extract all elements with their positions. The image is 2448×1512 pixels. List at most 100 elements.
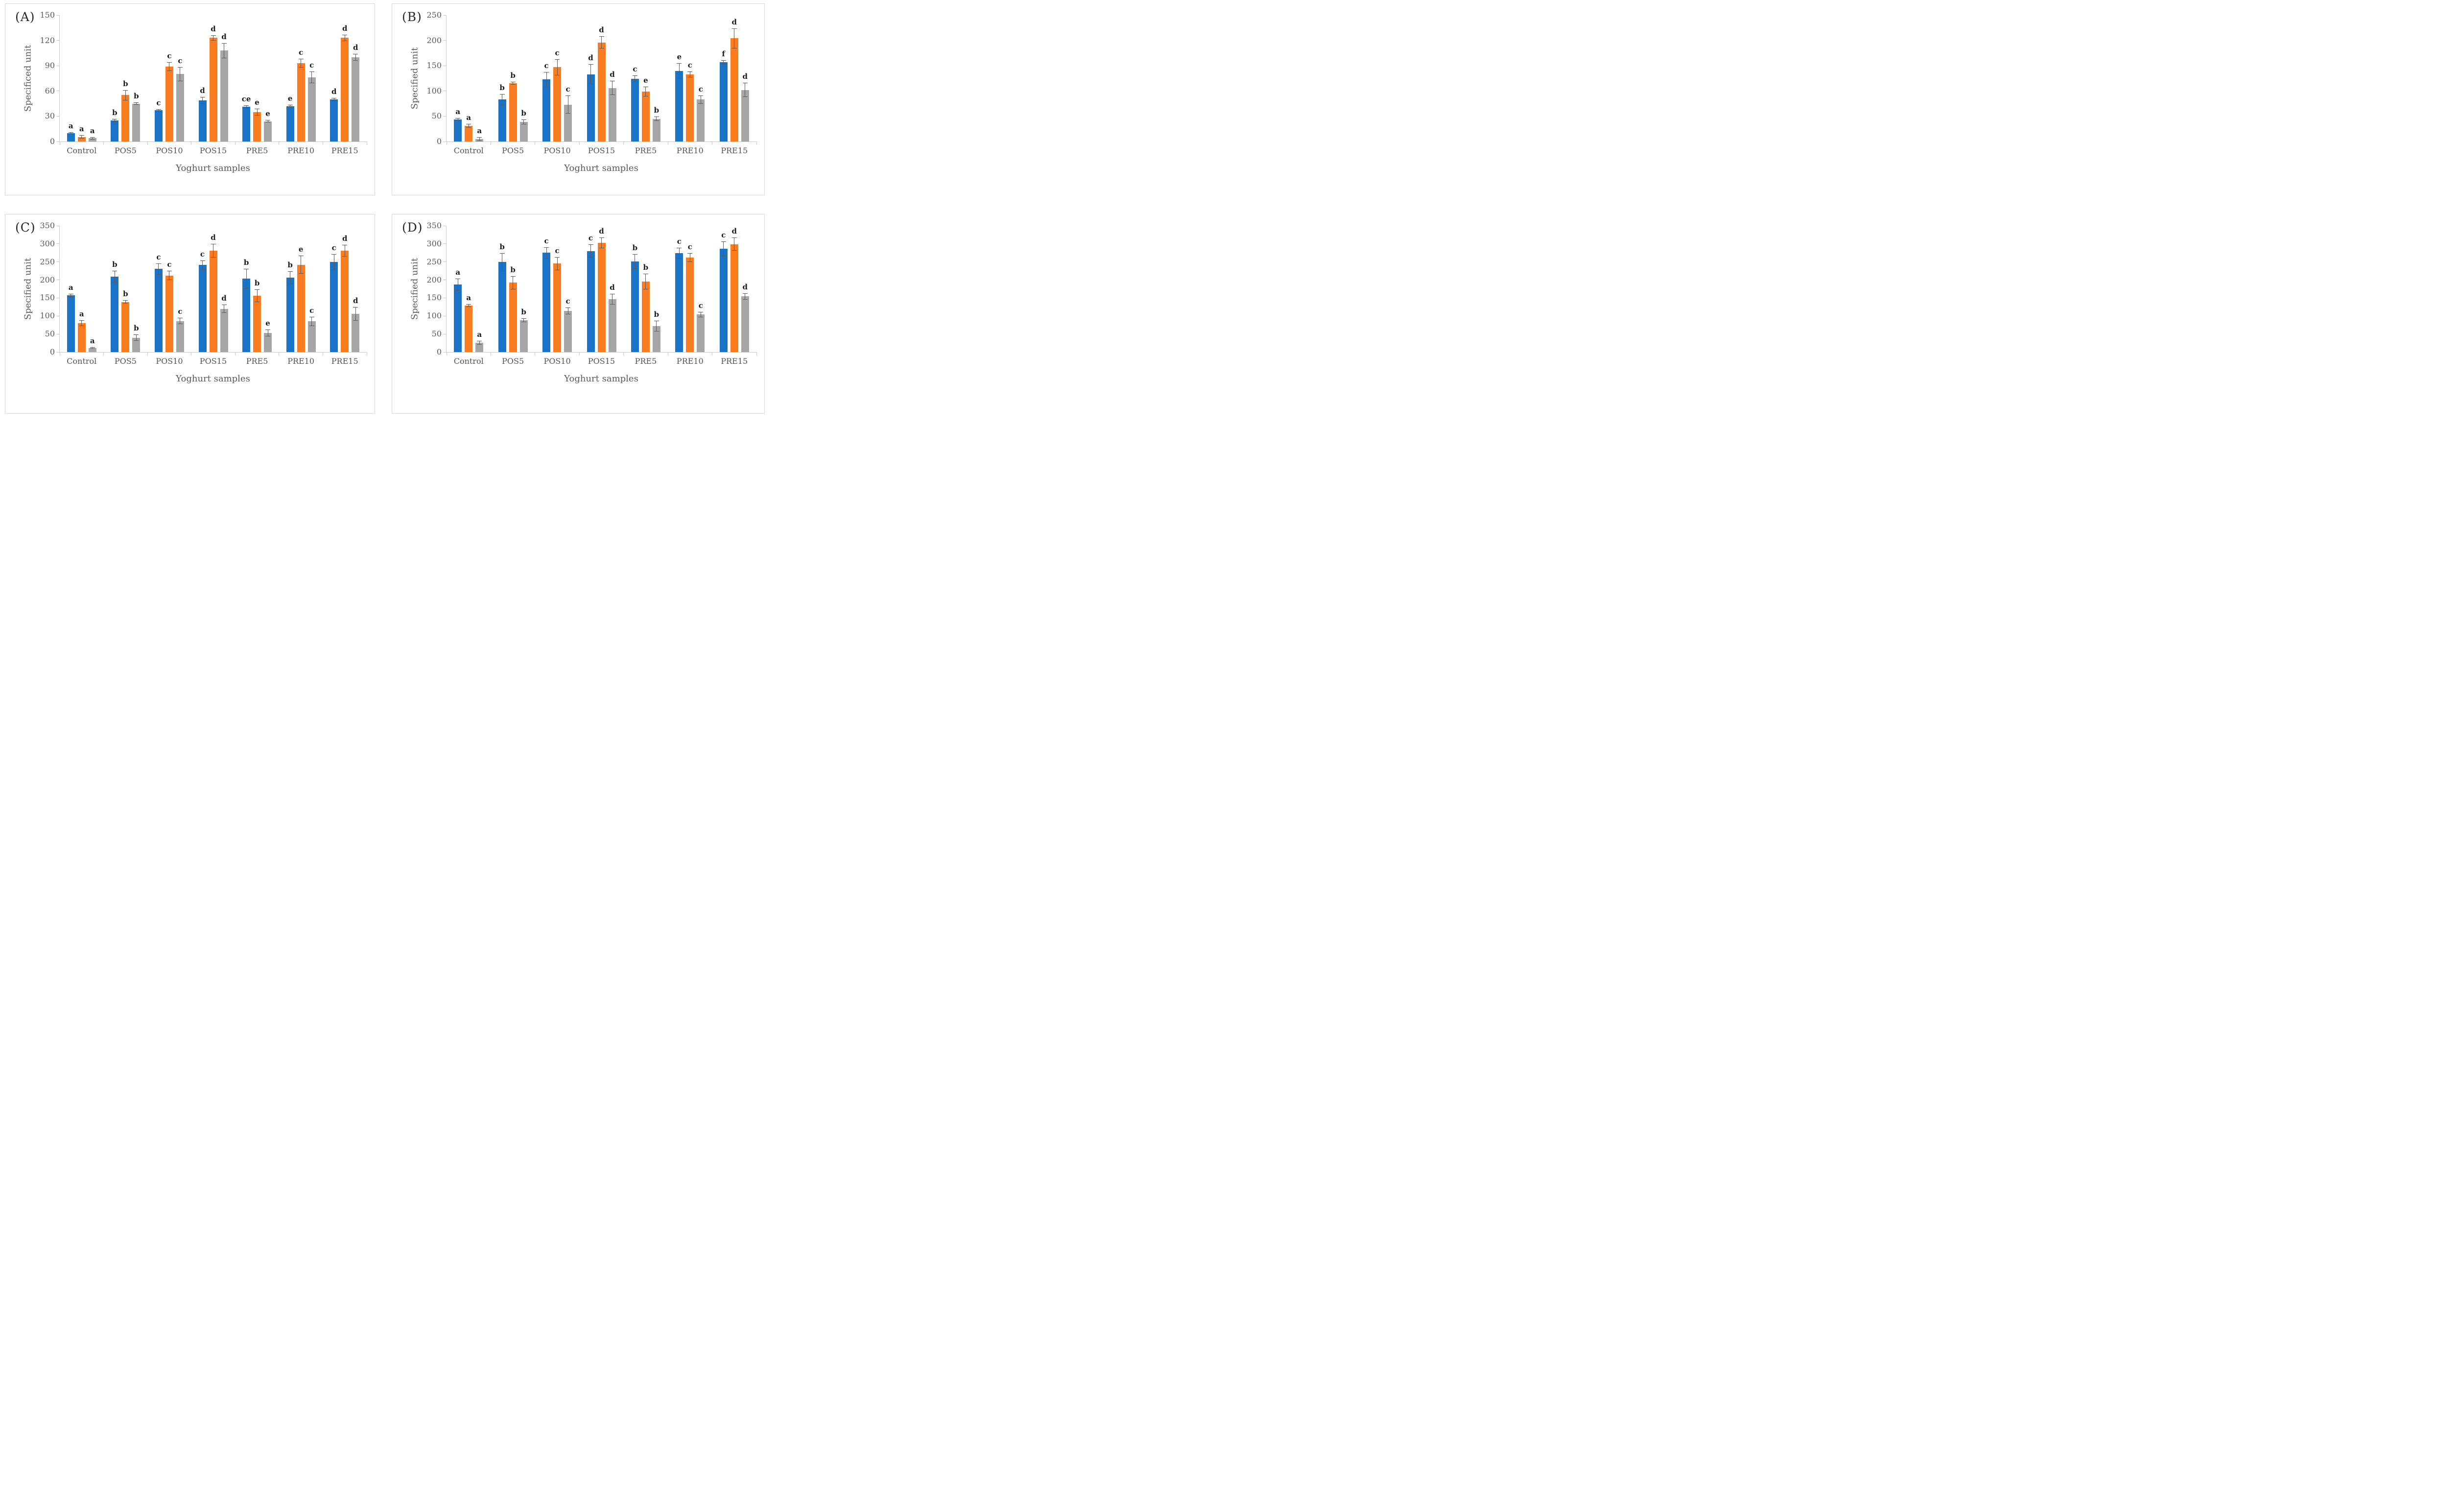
- significance-letter: d: [588, 53, 593, 63]
- error-bar: [244, 105, 249, 109]
- bar-blue: [631, 79, 639, 142]
- significance-letter: a: [455, 268, 461, 277]
- significance-letter: e: [677, 52, 682, 62]
- error-bar: [555, 59, 560, 75]
- x-category-label: POS10: [156, 356, 183, 366]
- bar-gray: [519, 320, 528, 352]
- x-tick-mark: [756, 352, 757, 355]
- significance-letter: c: [698, 85, 703, 94]
- error-bar: [156, 109, 161, 112]
- x-category-label: PRE5: [246, 146, 268, 155]
- bar-blue: [286, 278, 294, 352]
- error-bar: [211, 35, 216, 41]
- error-bar: [265, 120, 271, 123]
- significance-letter: c: [178, 307, 183, 316]
- error-bar-stem: [311, 72, 312, 83]
- significance-letter: c: [299, 48, 304, 57]
- bar-orange: [253, 112, 261, 142]
- y-tick-label: 300: [426, 238, 442, 248]
- x-category-label: PRE5: [635, 146, 657, 155]
- error-bar: [112, 119, 118, 122]
- panel-label-b: (B): [402, 10, 422, 24]
- significance-letter: c: [156, 252, 161, 261]
- error-bar-stem: [202, 260, 203, 269]
- significance-letter: a: [466, 293, 471, 302]
- error-bar: [200, 260, 205, 270]
- significance-letter: d: [342, 24, 348, 33]
- x-category-label: PRE15: [331, 356, 358, 366]
- y-tick-mark: [443, 40, 447, 41]
- error-bar: [342, 245, 348, 257]
- y-tick-label: 250: [40, 257, 55, 266]
- bar-gray: [132, 337, 141, 352]
- error-bar: [331, 98, 337, 101]
- error-bar-stem: [590, 65, 591, 84]
- bar-orange: [686, 257, 694, 352]
- significance-letter: c: [677, 236, 682, 246]
- error-bar: [200, 96, 205, 104]
- plot-area: 0 50 100 150 200 250 Control POS5 POS10 POS15 PRE5…: [426, 11, 757, 155]
- x-tick-mark: [147, 352, 148, 355]
- significance-letter: a: [455, 107, 461, 116]
- significance-letter: e: [298, 245, 304, 254]
- significance-letter: a: [79, 309, 84, 319]
- y-tick-label: 50: [45, 329, 55, 339]
- error-bar: [112, 271, 118, 283]
- error-bar: [521, 318, 526, 322]
- bar-gray: [475, 342, 484, 352]
- bar-blue: [498, 99, 506, 142]
- significance-letter: c: [721, 231, 726, 240]
- bar-orange: [641, 282, 650, 352]
- error-bar-stem: [125, 91, 126, 100]
- x-category-label: PRE5: [635, 356, 657, 366]
- bar-blue: [154, 269, 163, 352]
- panel-label-a: (A): [15, 10, 35, 24]
- y-tick-label: 0: [49, 347, 55, 356]
- error-bar: [177, 317, 183, 325]
- bar-orange: [77, 323, 86, 352]
- error-bar: [90, 137, 95, 140]
- error-bar: [123, 300, 128, 304]
- x-category-label: POS15: [199, 356, 227, 366]
- bar-blue: [719, 249, 728, 352]
- significance-letter: c: [167, 260, 172, 269]
- error-bar: [244, 269, 249, 289]
- bar-orange: [509, 283, 517, 352]
- error-bar: [211, 243, 216, 258]
- x-axis-title: Yoghurt samples: [176, 374, 250, 384]
- significance-letter: c: [331, 243, 336, 253]
- y-tick-label: 350: [426, 221, 442, 230]
- error-bar: [599, 36, 604, 49]
- error-bar: [134, 334, 139, 341]
- error-bar: [521, 119, 526, 124]
- y-tick-label: 50: [431, 111, 442, 121]
- significance-letter: c: [200, 249, 205, 259]
- bar-orange: [509, 83, 517, 142]
- y-tick-mark: [56, 116, 60, 117]
- significance-letter: b: [510, 265, 516, 275]
- bar-blue: [154, 110, 163, 142]
- error-bar: [156, 263, 161, 275]
- y-axis-title: Specified unit: [23, 258, 33, 320]
- error-bar: [298, 59, 304, 68]
- x-category-label: POS15: [588, 146, 615, 155]
- error-bar: [466, 123, 471, 128]
- significance-letter: b: [112, 108, 118, 118]
- bar-gray: [307, 77, 316, 142]
- significance-letter: b: [123, 79, 128, 89]
- significance-letter: a: [466, 113, 471, 122]
- significance-letter: b: [254, 279, 260, 288]
- error-bar-stem: [92, 137, 93, 139]
- error-bar: [265, 329, 271, 337]
- significance-letter: a: [79, 124, 84, 134]
- bar-gray: [608, 299, 616, 352]
- y-tick-mark: [56, 352, 60, 353]
- y-tick-label: 250: [426, 10, 442, 20]
- error-bar-stem: [81, 136, 82, 138]
- significance-letter: c: [633, 64, 637, 73]
- x-axis-title: Yoghurt samples: [176, 163, 250, 173]
- bar-orange: [465, 126, 473, 142]
- error-bar-stem: [136, 103, 137, 105]
- significance-letter: d: [610, 283, 615, 292]
- bar-orange: [253, 296, 261, 352]
